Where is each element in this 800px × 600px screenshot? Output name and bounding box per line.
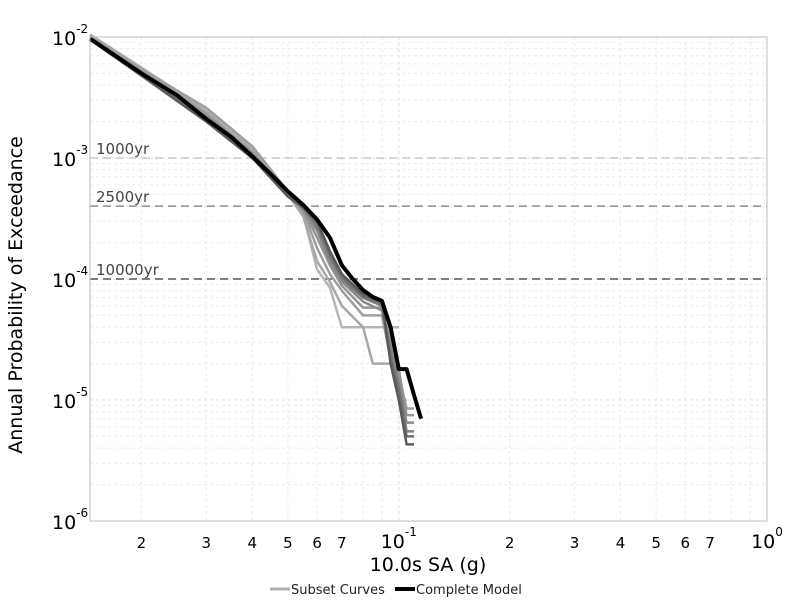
x-tick-exponent: -1 <box>405 525 417 539</box>
x-tick-label: 5 <box>283 534 293 552</box>
x-tick-base: 7 <box>705 534 715 552</box>
x-tick-base: 2 <box>137 534 147 552</box>
y-tick-label: 10-2 <box>52 22 88 50</box>
x-axis-title: 10.0s SA (g) <box>370 554 487 576</box>
y-tick-base: 10 <box>52 28 76 50</box>
x-tick-label: 2 <box>505 534 515 552</box>
x-tick-exponent: 0 <box>775 525 783 539</box>
subset-curve-line <box>89 38 414 446</box>
x-tick-label: 6 <box>681 534 691 552</box>
y-tick-label: 10-5 <box>52 385 88 413</box>
y-tick-exponent: -2 <box>76 22 88 36</box>
legend-label-subset: Subset Curves <box>291 583 385 598</box>
return-period-label: 2500yr <box>96 188 150 206</box>
x-axis-ticks: 2 3 4 5 6 7 10-12 3 4 5 6 7 100 <box>137 525 783 553</box>
x-tick-base: 10 <box>751 531 775 553</box>
y-axis-ticks: 10-210-310-410-510-6 <box>52 22 88 534</box>
x-tick-base: 7 <box>337 534 347 552</box>
y-tick-exponent: -6 <box>76 506 88 520</box>
x-tick-label: 5 <box>651 534 661 552</box>
x-tick-base: 4 <box>247 534 257 552</box>
y-tick-label: 10-6 <box>52 506 88 534</box>
y-tick-base: 10 <box>52 270 76 292</box>
x-tick-base: 3 <box>570 534 580 552</box>
y-axis-title: Annual Probability of Exceedance <box>5 136 27 454</box>
x-tick-label: 3 <box>570 534 580 552</box>
y-tick-base: 10 <box>52 149 76 171</box>
x-tick-base: 6 <box>312 534 322 552</box>
return-period-label: 1000yr <box>96 140 150 158</box>
x-tick-label: 10-1 <box>381 525 417 553</box>
x-tick-base: 6 <box>681 534 691 552</box>
complete-model-line <box>88 36 424 420</box>
return-period-lines: 1000yr 2500yr 10000yr <box>90 140 767 280</box>
x-tick-label: 100 <box>751 525 783 553</box>
series-layer <box>88 33 424 446</box>
y-tick-label: 10-4 <box>52 264 88 292</box>
x-tick-base: 10 <box>381 531 405 553</box>
y-tick-exponent: -5 <box>76 385 88 399</box>
x-tick-label: 2 <box>137 534 147 552</box>
x-tick-label: 4 <box>247 534 257 552</box>
x-tick-base: 3 <box>201 534 211 552</box>
x-tick-base: 2 <box>505 534 515 552</box>
legend-label-complete: Complete Model <box>416 583 522 598</box>
x-tick-label: 7 <box>705 534 715 552</box>
y-tick-label: 10-3 <box>52 143 88 171</box>
plot-frame <box>89 36 768 522</box>
return-period-label: 10000yr <box>96 261 160 279</box>
y-tick-base: 10 <box>52 391 76 413</box>
x-tick-label: 4 <box>616 534 626 552</box>
legend: Subset Curves Complete Model <box>270 583 522 598</box>
y-tick-base: 10 <box>52 512 76 534</box>
x-tick-label: 6 <box>312 534 322 552</box>
x-tick-label: 7 <box>337 534 347 552</box>
x-tick-base: 5 <box>651 534 661 552</box>
subset-curve-line <box>89 34 407 402</box>
y-tick-exponent: -4 <box>76 264 88 278</box>
x-tick-label: 3 <box>201 534 211 552</box>
y-tick-exponent: -3 <box>76 143 88 157</box>
x-tick-base: 4 <box>616 534 626 552</box>
x-tick-base: 5 <box>283 534 293 552</box>
